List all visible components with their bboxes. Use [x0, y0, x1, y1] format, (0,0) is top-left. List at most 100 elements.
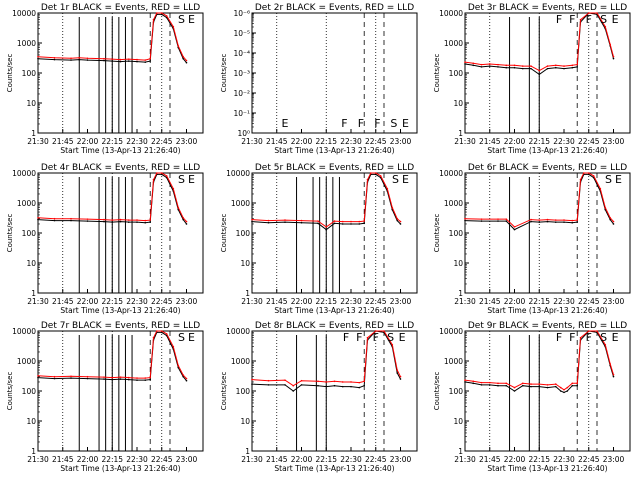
data-point-events [300, 221, 303, 224]
data-point-lld [267, 379, 270, 382]
y-axis-label: Counts/sec [6, 372, 14, 411]
data-point-lld [119, 58, 122, 61]
data-point-lld [554, 64, 557, 67]
y-tick-label: 1000 [17, 357, 36, 366]
flag-label: E [402, 117, 409, 130]
flag-label: S [600, 331, 607, 344]
y-tick-label: 1 [31, 289, 36, 298]
x-tick-label: 21:45 [52, 455, 74, 464]
data-point-events [119, 378, 122, 380]
data-point-lld [488, 63, 491, 65]
data-point-lld [612, 220, 615, 223]
data-point-lld [144, 377, 147, 379]
data-point-lld [350, 381, 352, 383]
y-tick-label: 10000 [226, 327, 250, 336]
data-point-lld [505, 218, 508, 220]
y-tick-label: 1 [31, 129, 36, 138]
x-tick-label: 22:30 [340, 455, 362, 464]
data-point-lld [546, 384, 549, 386]
y-tick-label: 10000 [439, 327, 463, 336]
data-point-lld [86, 57, 89, 60]
data-point-lld [480, 63, 483, 66]
data-point-events [70, 219, 72, 222]
data-point-lld [182, 55, 184, 58]
data-point-lld [391, 206, 394, 209]
series-line-lld [464, 172, 614, 228]
flag-label: E [188, 331, 195, 344]
data-point-lld [165, 15, 168, 17]
y-tick-label: 100 [449, 69, 464, 78]
x-axis-label: Start Time (13-Apr-13 21:26:40) [487, 306, 607, 315]
y-tick-label: 100 [236, 229, 251, 238]
x-tick-label: 22:00 [77, 455, 99, 464]
data-point-events [399, 223, 402, 225]
data-point-lld [267, 219, 270, 222]
flag-label: F [358, 117, 364, 130]
data-point-events [284, 384, 286, 386]
data-point-lld [300, 219, 303, 222]
data-point-lld [592, 175, 595, 177]
y-axis-label: Counts/sec [220, 214, 228, 253]
data-point-lld [480, 381, 483, 384]
data-point-lld [472, 380, 475, 383]
x-tick-label: 21:30 [27, 297, 49, 306]
x-tick-label: 21:30 [454, 137, 476, 146]
x-axis-label: Start Time (13-Apr-13 21:26:40) [274, 146, 394, 155]
data-point-events [554, 221, 557, 223]
data-point-lld [521, 65, 524, 67]
data-point-lld [127, 219, 130, 221]
data-point-lld [571, 64, 574, 67]
data-point-events [480, 220, 483, 222]
y-tick-label: 1 [458, 289, 463, 298]
data-point-lld [464, 217, 466, 220]
data-point-lld [185, 59, 188, 62]
flag-label: E [402, 173, 409, 186]
data-point-lld [111, 58, 114, 60]
data-point-lld [399, 220, 402, 223]
y-axis-label: Counts/sec [220, 372, 228, 411]
y-tick-label: 10000 [12, 169, 36, 178]
data-point-lld [464, 379, 466, 381]
x-tick-label: 22:00 [291, 297, 313, 306]
data-point-lld [358, 220, 361, 223]
data-point-lld [185, 377, 188, 380]
y-tick-label: 10⁻⁵ [233, 29, 250, 38]
data-point-lld [563, 388, 565, 391]
x-tick-label: 22:15 [528, 455, 550, 464]
x-tick-label: 22:45 [365, 455, 387, 464]
data-point-lld [563, 219, 565, 221]
data-point-events [530, 385, 532, 388]
data-point-events [566, 390, 569, 392]
x-tick-label: 22:30 [340, 137, 362, 146]
data-point-lld [464, 61, 466, 63]
x-axis-label: Start Time (13-Apr-13 21:26:40) [487, 464, 607, 473]
data-point-lld [127, 58, 130, 60]
data-point-events [333, 222, 336, 225]
data-point-events [576, 66, 578, 68]
data-point-events [396, 372, 399, 374]
flag-label: E [188, 13, 195, 26]
data-point-events [497, 220, 499, 222]
x-tick-label: 22:00 [77, 297, 99, 306]
y-tick-label: 1000 [231, 199, 250, 208]
data-point-lld [576, 63, 578, 66]
data-point-lld [119, 376, 122, 378]
x-tick-label: 21:30 [27, 137, 49, 146]
data-point-lld [383, 330, 385, 332]
data-point-lld [579, 178, 582, 181]
data-point-events [251, 220, 253, 223]
y-axis-label: Counts/sec [433, 214, 441, 253]
x-tick-label: 22:15 [528, 297, 550, 306]
flag-label: E [612, 13, 619, 26]
data-point-lld [396, 369, 399, 371]
panel-title: Det 5r BLACK = Events, RED = LLD [255, 163, 414, 173]
data-point-lld [119, 218, 122, 221]
data-point-lld [53, 375, 56, 378]
data-point-lld [86, 218, 89, 220]
data-point-lld [86, 375, 89, 378]
x-tick-label: 21:45 [266, 137, 288, 146]
data-point-events [267, 384, 270, 386]
data-point-events [136, 221, 138, 223]
data-point-lld [165, 175, 168, 177]
x-tick-label: 23:00 [176, 297, 198, 306]
